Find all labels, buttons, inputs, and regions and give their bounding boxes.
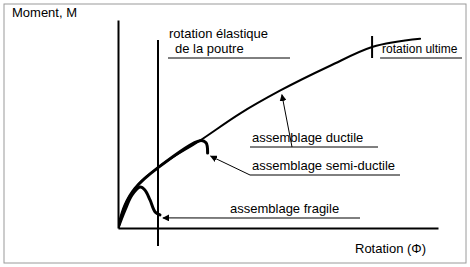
annotation-label: rotation élastique — [169, 26, 268, 41]
series-label: assemblage fragile — [230, 201, 339, 216]
leader-arrow — [163, 217, 228, 218]
series-label: assemblage semi-ductile — [252, 158, 395, 173]
x-axis — [119, 228, 439, 229]
leader-arrow — [211, 156, 250, 175]
annotation-label: de la poutre — [175, 41, 244, 56]
series-label: assemblage ductile — [252, 130, 363, 145]
curve — [118, 39, 420, 228]
curve — [118, 187, 160, 228]
y-axis-line — [118, 21, 120, 229]
x-axis-line — [119, 228, 439, 230]
annotations: rotation élastiquede la poutre rotation u… — [158, 26, 462, 246]
leader-line — [380, 58, 462, 59]
annotation-label: rotation ultime — [382, 42, 458, 56]
frame — [4, 4, 466, 263]
elastic-rotation-line — [157, 40, 159, 246]
leader-line — [228, 218, 360, 219]
leader-arrow — [282, 95, 292, 147]
chart: Moment, MRotation (Φ)rotation élastiqued… — [0, 0, 470, 267]
plot-area — [118, 39, 420, 228]
ultimate-rotation-line — [371, 36, 373, 58]
curve — [118, 141, 208, 228]
y-axis — [118, 21, 119, 229]
y-axis-title: Moment, M — [12, 5, 77, 20]
leader-line — [250, 175, 400, 176]
leader-line — [168, 58, 290, 59]
leader-line — [250, 147, 378, 148]
x-axis-title: Rotation (Φ) — [355, 241, 426, 256]
